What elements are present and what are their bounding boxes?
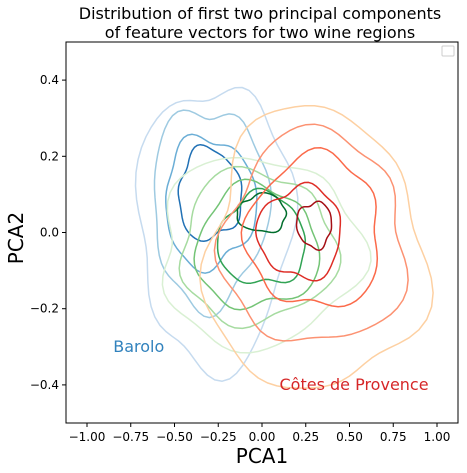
series-1-contours — [161, 156, 372, 354]
contour-mid-level-2 — [178, 165, 342, 330]
y-tick-label: 0.2 — [40, 149, 59, 163]
x-tick-label: −0.75 — [112, 430, 149, 444]
contour-barolo-level-3 — [165, 133, 258, 274]
x-tick-label: −0.25 — [200, 430, 237, 444]
x-tick-label: 0.50 — [336, 430, 363, 444]
y-tick-label: −0.2 — [30, 302, 59, 316]
chart-title-line-2: of feature vectors for two wine regions — [105, 23, 415, 42]
y-tick-label: −0.4 — [30, 378, 59, 392]
contour-layer — [134, 86, 434, 389]
contour-mid-level-1 — [161, 156, 372, 354]
annotation-0: Barolo — [113, 337, 164, 356]
contour-mid-level-5 — [236, 191, 288, 234]
contour-c-tes-de-provence-level-4 — [255, 181, 342, 282]
legend-box[interactable] — [441, 45, 455, 57]
y-tick-label: 0.0 — [40, 226, 59, 240]
contour-mid-level-3 — [193, 178, 321, 311]
contour-barolo-level-4 — [177, 143, 243, 243]
contour-barolo-level-1 — [134, 86, 299, 382]
x-tick-label: −1.00 — [69, 430, 106, 444]
contour-c-tes-de-provence-level-3 — [240, 147, 379, 308]
x-tick-label: −0.50 — [156, 430, 193, 444]
annotation-layer: Barolo Côtes de Provence — [113, 337, 428, 394]
series-0-contours — [134, 86, 299, 382]
annotation-1: Côtes de Provence — [280, 375, 429, 394]
chart-title-line-1: Distribution of first two principal comp… — [79, 4, 441, 23]
y-axis-ticks: −0.4 −0.2 0.0 0.2 0.4 — [30, 73, 66, 392]
x-tick-label: 0.00 — [249, 430, 276, 444]
contour-c-tes-de-provence-level-1 — [199, 105, 434, 389]
contour-c-tes-de-provence-level-2 — [213, 123, 409, 342]
contour-c-tes-de-provence-level-5 — [295, 200, 333, 251]
y-tick-label: 0.4 — [40, 73, 59, 87]
x-axis-label: PCA1 — [236, 444, 288, 468]
series-2-contours — [199, 105, 434, 389]
x-tick-label: 0.75 — [380, 430, 407, 444]
contour-barolo-level-2 — [153, 109, 273, 319]
x-tick-label: 0.25 — [292, 430, 319, 444]
contour-mid-level-4 — [216, 187, 307, 285]
y-axis-label: PCA2 — [4, 212, 28, 264]
x-axis-ticks: −1.00 −0.75 −0.50 −0.25 0.00 0.25 0.50 0.75 1.00 — [69, 423, 451, 444]
x-tick-label: 1.00 — [424, 430, 451, 444]
